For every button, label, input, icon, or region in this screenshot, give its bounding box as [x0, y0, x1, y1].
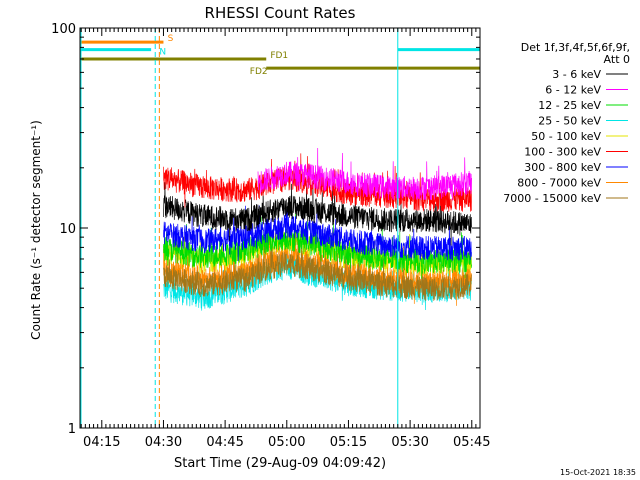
legend-header: Att 0 [604, 53, 630, 66]
legend-label: 3 - 6 keV [552, 68, 601, 81]
legend-label: 25 - 50 keV [538, 115, 601, 128]
series-100-300-kevline [163, 153, 472, 212]
y-tick-label: 1 [68, 422, 76, 437]
x-axis-label: Start Time (29-Aug-09 04:09:42) [174, 456, 386, 471]
flag-label-s: S [168, 34, 174, 44]
legend-label: 7000 - 15000 keV [503, 192, 601, 205]
flag-label-fd2: FD2 [250, 67, 268, 77]
x-tick-label: 05:30 [391, 435, 428, 450]
legend-label: 50 - 100 keV [531, 130, 601, 143]
legend-label: 6 - 12 keV [545, 84, 601, 97]
x-tick-label: 05:45 [453, 435, 490, 450]
x-tick-label: 04:30 [145, 435, 182, 450]
series-7000-15000-kevline [163, 241, 472, 301]
legend: Det 1f,3f,4f,5f,6f,9f,Att 03 - 6 keV 6 - … [503, 41, 630, 205]
x-tick-label: 04:45 [206, 435, 243, 450]
series-layer [163, 147, 472, 311]
y-axis: 1 10 100 [51, 22, 480, 437]
date-stamp: 15-Oct-2021 18:35 [560, 468, 636, 477]
series-3-6-kevline [163, 181, 472, 246]
series-300-800-kevline [163, 205, 472, 262]
y-tick-label: 10 [59, 222, 76, 237]
x-tick-label: 05:15 [330, 435, 367, 450]
legend-label: 300 - 800 keV [524, 161, 601, 174]
legend-header: Det 1f,3f,4f,5f,6f,9f, [521, 41, 630, 54]
y-axis-label: Count Rate (s⁻¹ detector segment⁻¹) [29, 120, 43, 340]
chart-title: RHESSI Count Rates [205, 4, 356, 22]
y-tick-label: 100 [51, 22, 76, 37]
legend-label: 800 - 7000 keV [517, 177, 601, 190]
legend-label: 100 - 300 keV [524, 146, 601, 159]
x-tick-label: 04:15 [83, 435, 120, 450]
legend-label: 12 - 25 keV [538, 99, 601, 112]
flag-label-fd1: FD1 [270, 51, 288, 61]
series-6-12-kevline [257, 147, 472, 201]
flag-label-n: N [159, 48, 166, 58]
x-tick-label: 05:00 [268, 435, 305, 450]
x-axis: 04:15 04:30 04:45 05:00 05:15 05:30 05:45 [80, 28, 491, 450]
